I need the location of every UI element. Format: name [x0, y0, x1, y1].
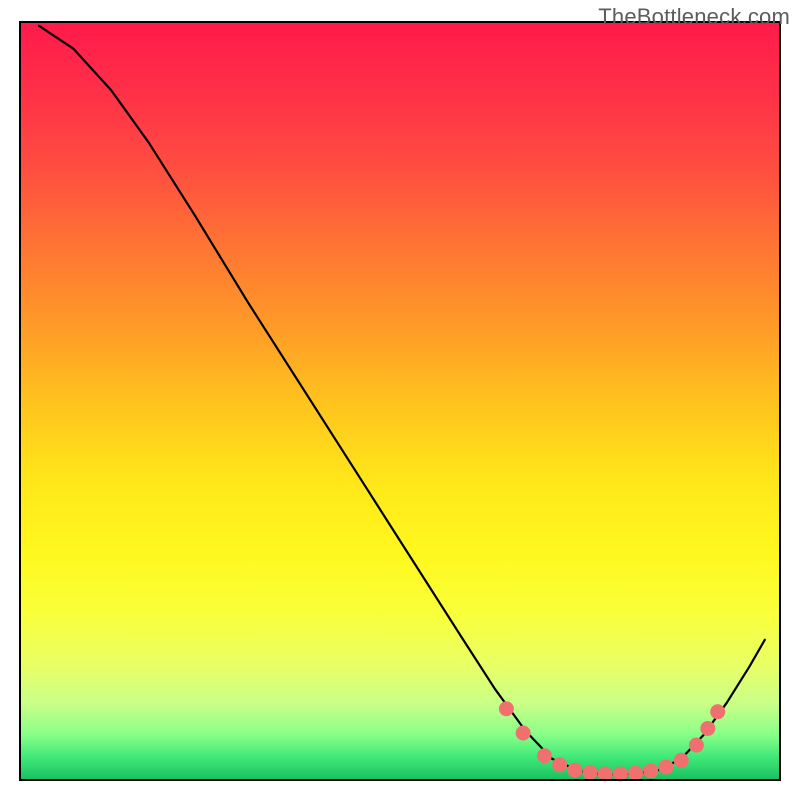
curve-marker	[499, 702, 513, 716]
curve-marker	[711, 705, 725, 719]
curve-marker	[659, 760, 673, 774]
curve-marker	[629, 766, 643, 780]
chart-container: TheBottleneck.com	[0, 0, 800, 800]
plot-background	[20, 22, 780, 780]
curve-marker	[537, 749, 551, 763]
curve-marker	[553, 758, 567, 772]
curve-marker	[598, 767, 612, 781]
curve-marker	[613, 767, 627, 781]
curve-marker	[568, 763, 582, 777]
curve-marker	[701, 721, 715, 735]
curve-marker	[644, 764, 658, 778]
curve-marker	[583, 765, 597, 779]
curve-marker	[516, 726, 530, 740]
curve-marker	[674, 753, 688, 767]
bottleneck-chart	[0, 0, 800, 800]
curve-marker	[689, 738, 703, 752]
watermark-text: TheBottleneck.com	[598, 4, 790, 30]
